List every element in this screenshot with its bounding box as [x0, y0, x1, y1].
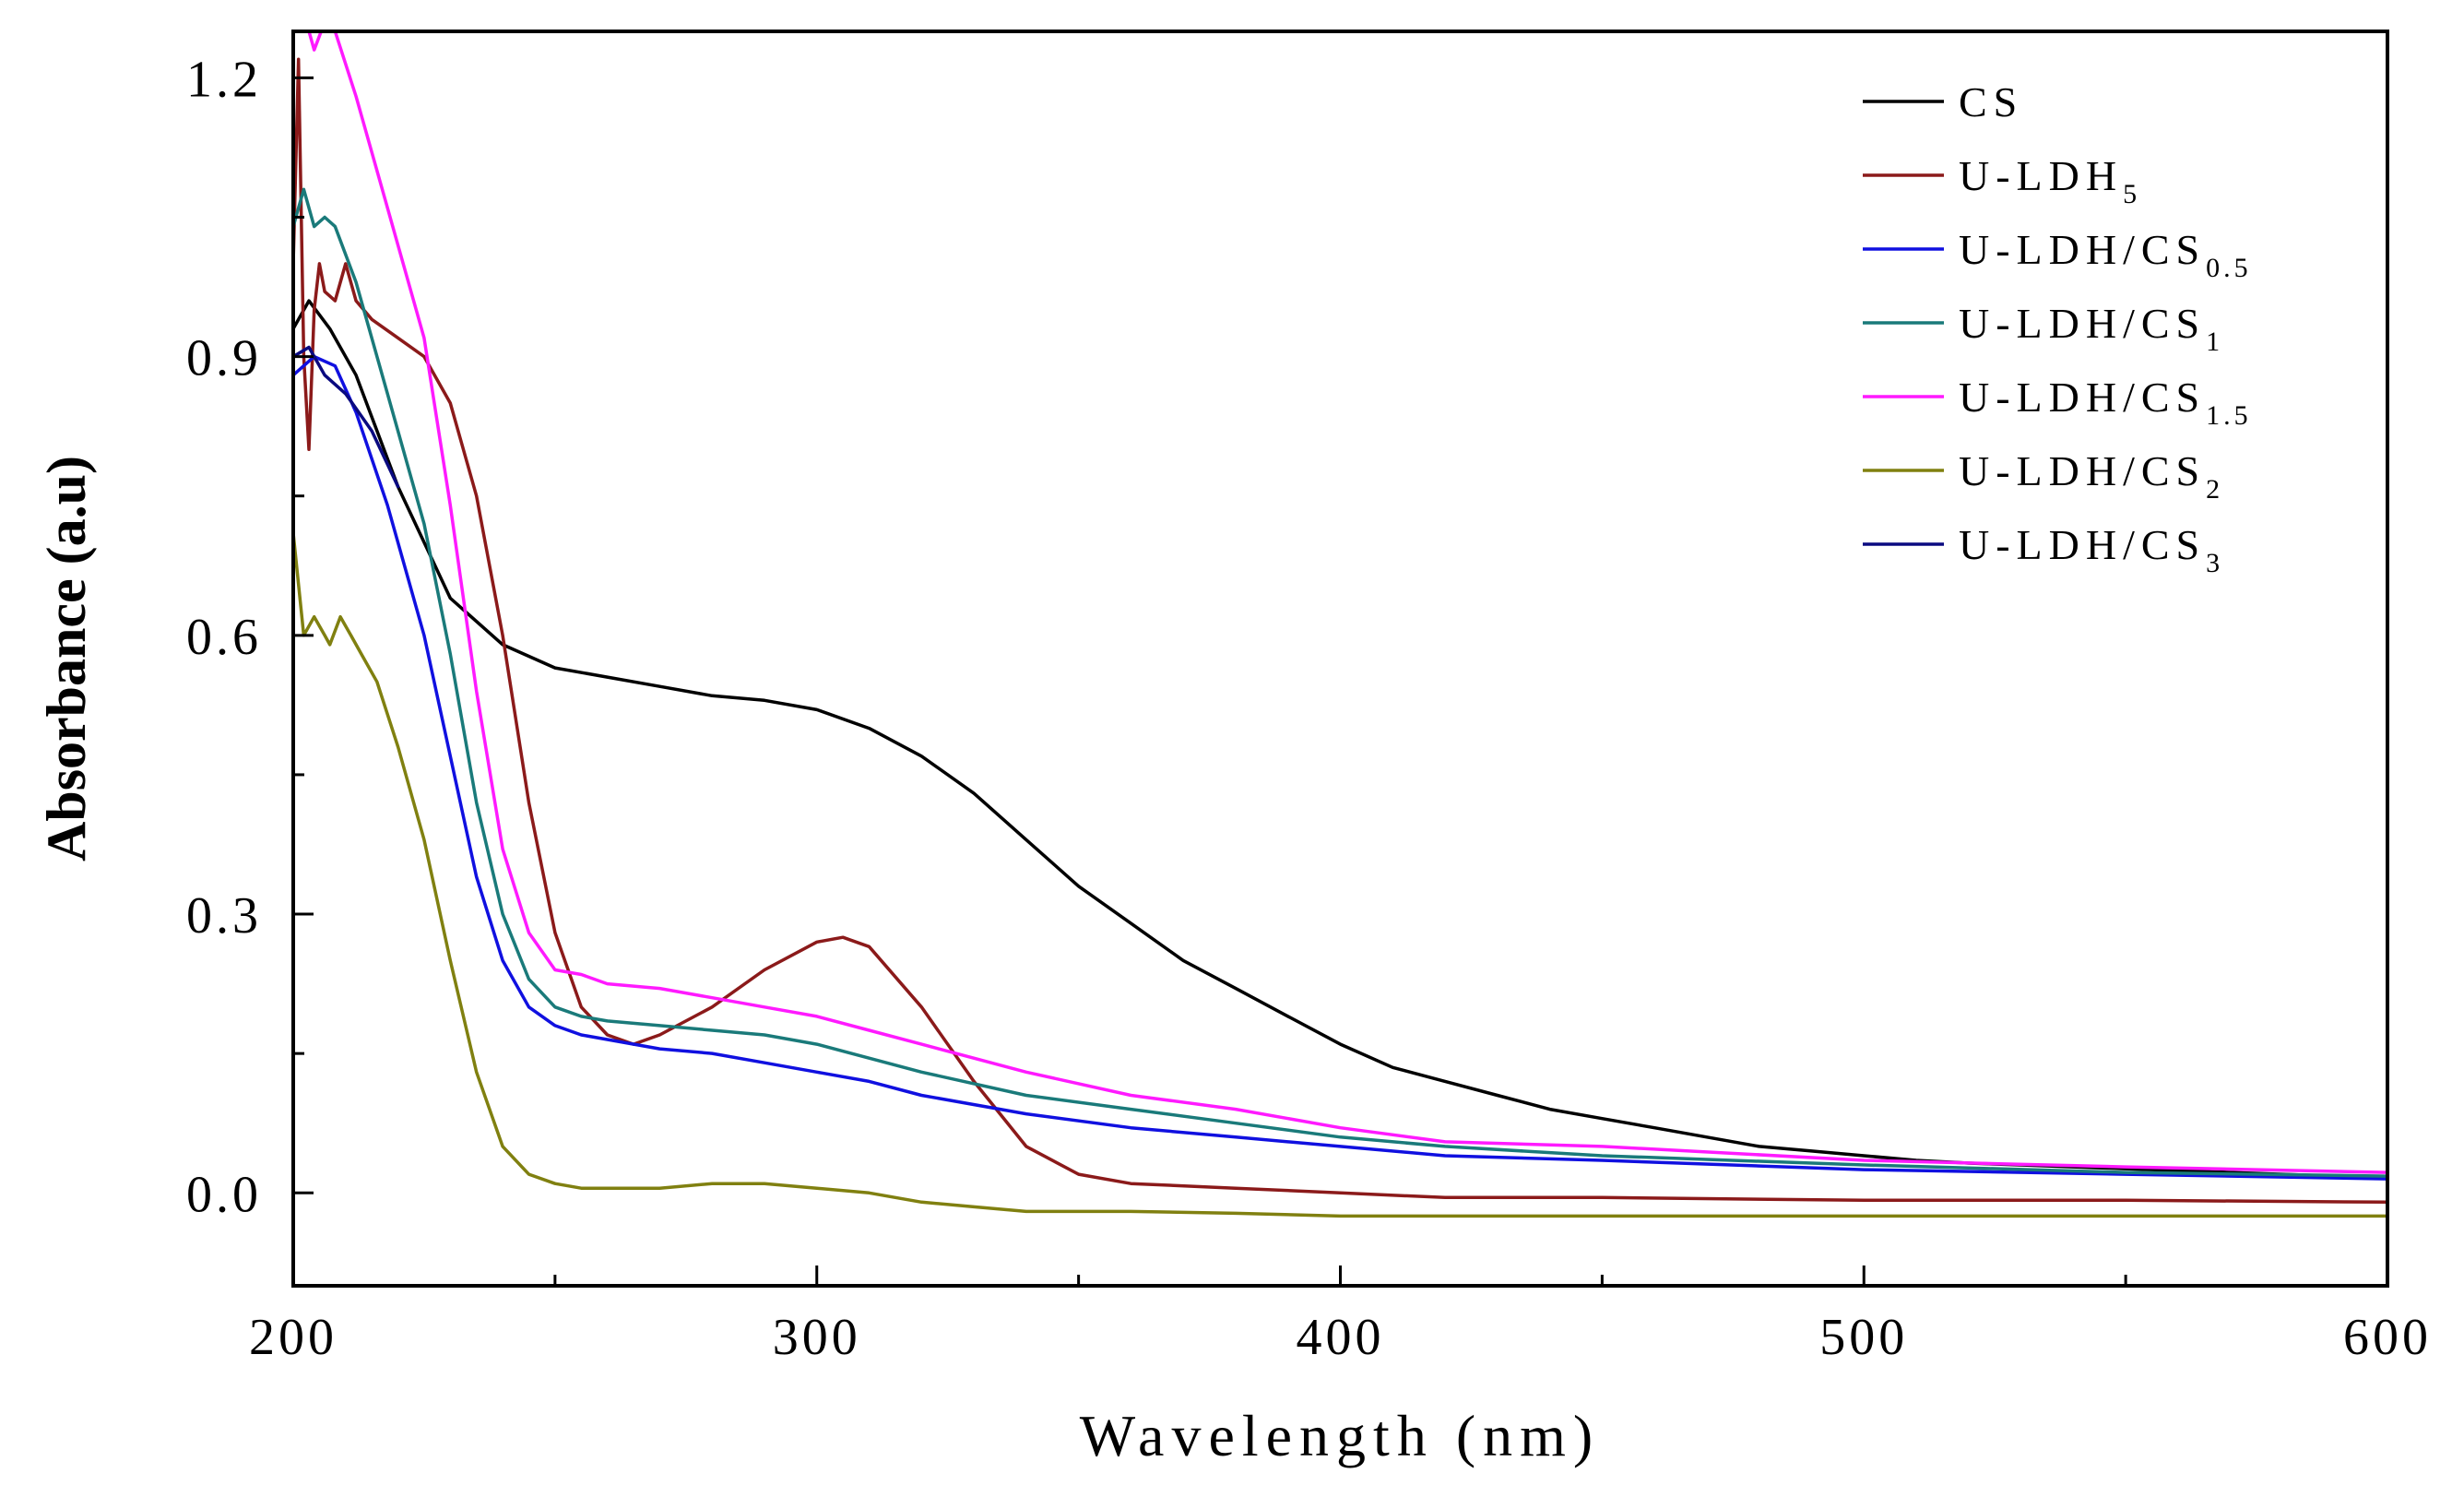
series-line-u-ldh5 — [293, 57, 2387, 1205]
legend-item: U-LDH/CS1 — [1863, 300, 2223, 357]
series-line-u-ldh-cs1-5 — [293, 31, 2387, 1174]
series-layer — [293, 31, 2387, 1218]
x-tick-label: 200 — [249, 1309, 338, 1366]
x-tick-label: 600 — [2343, 1309, 2432, 1366]
y-tick-label: 0.3 — [186, 887, 262, 945]
legend-label: CS — [1959, 78, 2023, 125]
series-line-u-ldh-cs3 — [293, 345, 400, 489]
legend-item: U-LDH/CS0.5 — [1863, 226, 2252, 283]
legend-item: U-LDH5 — [1863, 152, 2140, 209]
x-tick-label: 300 — [773, 1309, 861, 1366]
legend-label: U-LDH5 — [1959, 152, 2140, 209]
legend-item: CS — [1863, 78, 2023, 125]
legend-item: U-LDH/CS1.5 — [1863, 374, 2252, 431]
series-line-cs — [293, 299, 2387, 1180]
legend-item: U-LDH/CS3 — [1863, 521, 2223, 578]
x-tick-label: 400 — [1297, 1309, 1385, 1366]
legend-label: U-LDH/CS3 — [1959, 521, 2223, 578]
x-axis-title: Wavelength (nm) — [1080, 1403, 1600, 1468]
legend-label: U-LDH/CS0.5 — [1959, 226, 2252, 283]
legend-item: U-LDH/CS2 — [1863, 447, 2223, 505]
y-tick-label: 1.2 — [186, 51, 262, 108]
axis-tick-labels: 200 300 400 500 600 0.0 0.3 0.6 0.9 1.2 — [186, 51, 2432, 1366]
y-tick-label: 0.0 — [186, 1166, 262, 1223]
y-tick-label: 0.6 — [186, 609, 262, 666]
legend-label: U-LDH/CS1.5 — [1959, 374, 2252, 431]
series-line-u-ldh-cs2 — [293, 531, 2387, 1218]
series-line-u-ldh-cs1 — [293, 187, 2387, 1178]
series-line-u-ldh-cs0-5 — [293, 354, 2387, 1181]
axis-ticks — [291, 76, 2389, 1286]
legend-label: U-LDH/CS1 — [1959, 300, 2223, 357]
x-tick-label: 500 — [1819, 1309, 1908, 1366]
legend: CS U-LDH5 U-LDH/CS0.5 U-LDH/CS1 U-LDH/CS1.5 U… — [1863, 78, 2252, 578]
y-axis-title: Absorbance (a.u) — [36, 456, 97, 861]
y-tick-label: 0.9 — [186, 330, 262, 387]
plot-frame — [291, 30, 2389, 1288]
legend-label: U-LDH/CS2 — [1959, 447, 2223, 505]
